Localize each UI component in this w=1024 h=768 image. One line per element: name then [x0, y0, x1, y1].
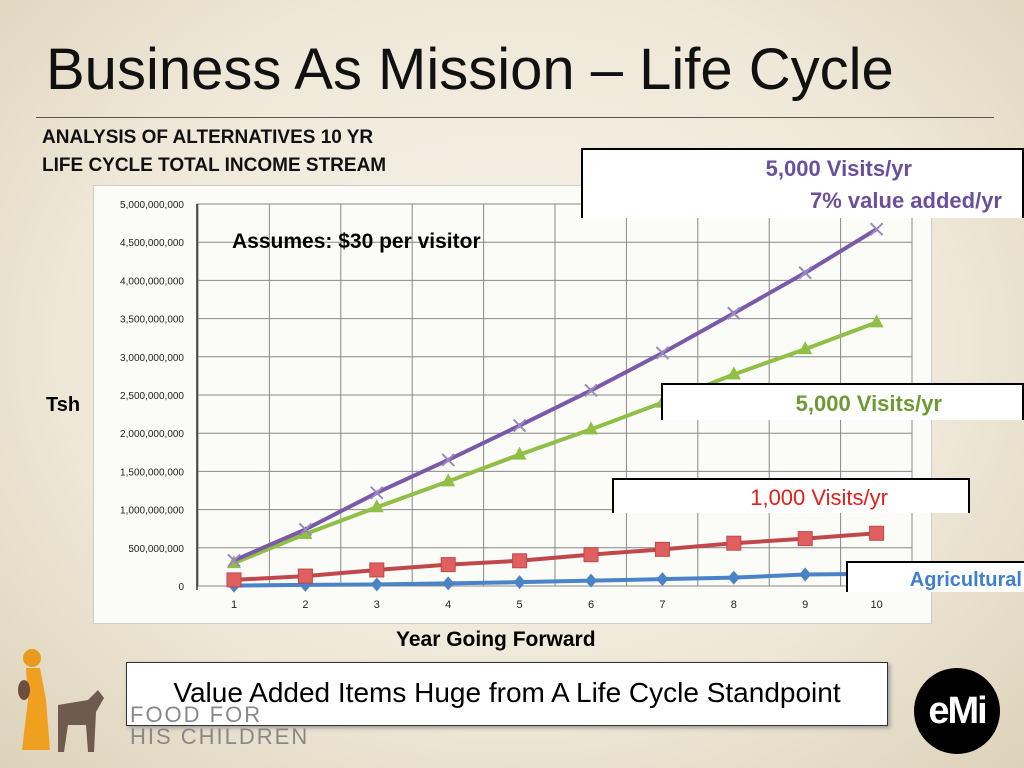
series-line — [233, 320, 878, 565]
callout-blue: Agricultural — [846, 561, 1024, 592]
data-point-square — [512, 553, 528, 569]
data-point-x — [584, 383, 598, 398]
callout-purple: 5,000 Visits/yr 7% value added/yr — [581, 148, 1024, 218]
data-point-x — [512, 418, 527, 433]
x-tick-label: 7 — [659, 599, 665, 611]
data-point-diamond — [799, 567, 812, 582]
data-point-square — [797, 531, 813, 547]
subtitle-line-1: ANALYSIS OF ALTERNATIVES 10 YR — [42, 127, 374, 148]
x-tick-label: 4 — [445, 599, 451, 611]
data-point-square — [369, 562, 385, 578]
callout-green: 5,000 Visits/yr — [661, 383, 1024, 420]
y-axis-label: Tsh — [46, 394, 81, 416]
data-point-square — [869, 525, 885, 541]
x-tick-label: 5 — [517, 599, 523, 611]
data-point-x — [441, 453, 455, 467]
data-point-triangle — [584, 421, 598, 435]
data-point-diamond — [442, 576, 455, 591]
x-tick-label: 3 — [374, 599, 380, 611]
y-tick-label: 1,500,000,000 — [120, 467, 184, 478]
food-for-his-children-logo: FOOD FOR HIS CHILDREN — [130, 702, 310, 749]
data-point-square — [583, 547, 599, 563]
data-point-diamond — [656, 572, 669, 587]
chart-subtitle: ANALYSIS OF ALTERNATIVES 10 YR LIFE CYCL… — [42, 124, 386, 180]
summary-message: Value Added Items Huge from A Life Cycle… — [126, 662, 888, 726]
woman-goat-logo-icon — [18, 649, 104, 752]
y-tick-label: 1,000,000,000 — [120, 506, 184, 517]
data-point-x — [655, 346, 670, 360]
emi-logo: eMi — [914, 668, 1000, 754]
data-point-x — [798, 266, 812, 280]
data-point-x — [298, 522, 313, 537]
y-tick-label: 3,000,000,000 — [120, 353, 184, 364]
data-point-diamond — [727, 570, 740, 585]
data-point-triangle — [869, 314, 884, 328]
assumption-note: Assumes: $30 per visitor — [232, 230, 481, 253]
data-point-diamond — [585, 573, 597, 588]
data-point-square — [654, 541, 670, 557]
data-point-x — [227, 553, 241, 568]
data-point-triangle — [798, 341, 813, 355]
data-point-triangle — [726, 366, 741, 380]
x-tick-label: 6 — [588, 599, 594, 611]
series-line — [233, 227, 878, 563]
title-divider — [36, 117, 994, 118]
callout-purple-line2: 7% value added/yr — [810, 188, 1002, 213]
x-tick-label: 2 — [302, 599, 308, 611]
y-tick-label: 2,500,000,000 — [120, 391, 184, 402]
data-point-triangle — [369, 499, 384, 513]
data-point-diamond — [513, 575, 526, 590]
data-point-triangle — [298, 526, 313, 540]
x-tick-label: 1 — [231, 599, 237, 611]
x-tick-label: 10 — [870, 599, 882, 611]
data-point-x — [869, 222, 884, 236]
data-point-triangle — [512, 446, 527, 460]
y-tick-label: 4,500,000,000 — [120, 238, 184, 249]
subtitle-line-2: LIFE CYCLE TOTAL INCOME STREAM — [42, 155, 387, 176]
series-line — [233, 571, 877, 588]
y-tick-label: 0 — [178, 582, 184, 593]
callout-red: 1,000 Visits/yr — [612, 478, 970, 513]
y-tick-label: 500,000,000 — [128, 544, 184, 555]
data-point-square — [226, 572, 242, 588]
callout-purple-line1: 5,000 Visits/yr — [765, 156, 912, 181]
data-point-square — [440, 557, 456, 573]
x-tick-label: 8 — [731, 599, 737, 611]
y-tick-label: 5,000,000,000 — [120, 200, 184, 211]
x-tick-label: 9 — [802, 599, 808, 611]
data-point-triangle — [441, 473, 456, 487]
x-axis-label: Year Going Forward — [396, 628, 596, 651]
y-tick-label: 3,500,000,000 — [120, 315, 184, 326]
data-point-x — [727, 306, 741, 320]
data-point-square — [297, 568, 313, 584]
data-point-x — [370, 486, 384, 500]
y-tick-label: 2,000,000,000 — [120, 429, 184, 440]
data-point-square — [726, 535, 742, 551]
page-title: Business As Mission – Life Cycle — [46, 37, 894, 102]
y-tick-label: 4,000,000,000 — [120, 276, 184, 287]
series-line — [233, 531, 877, 582]
data-point-diamond — [370, 577, 383, 592]
